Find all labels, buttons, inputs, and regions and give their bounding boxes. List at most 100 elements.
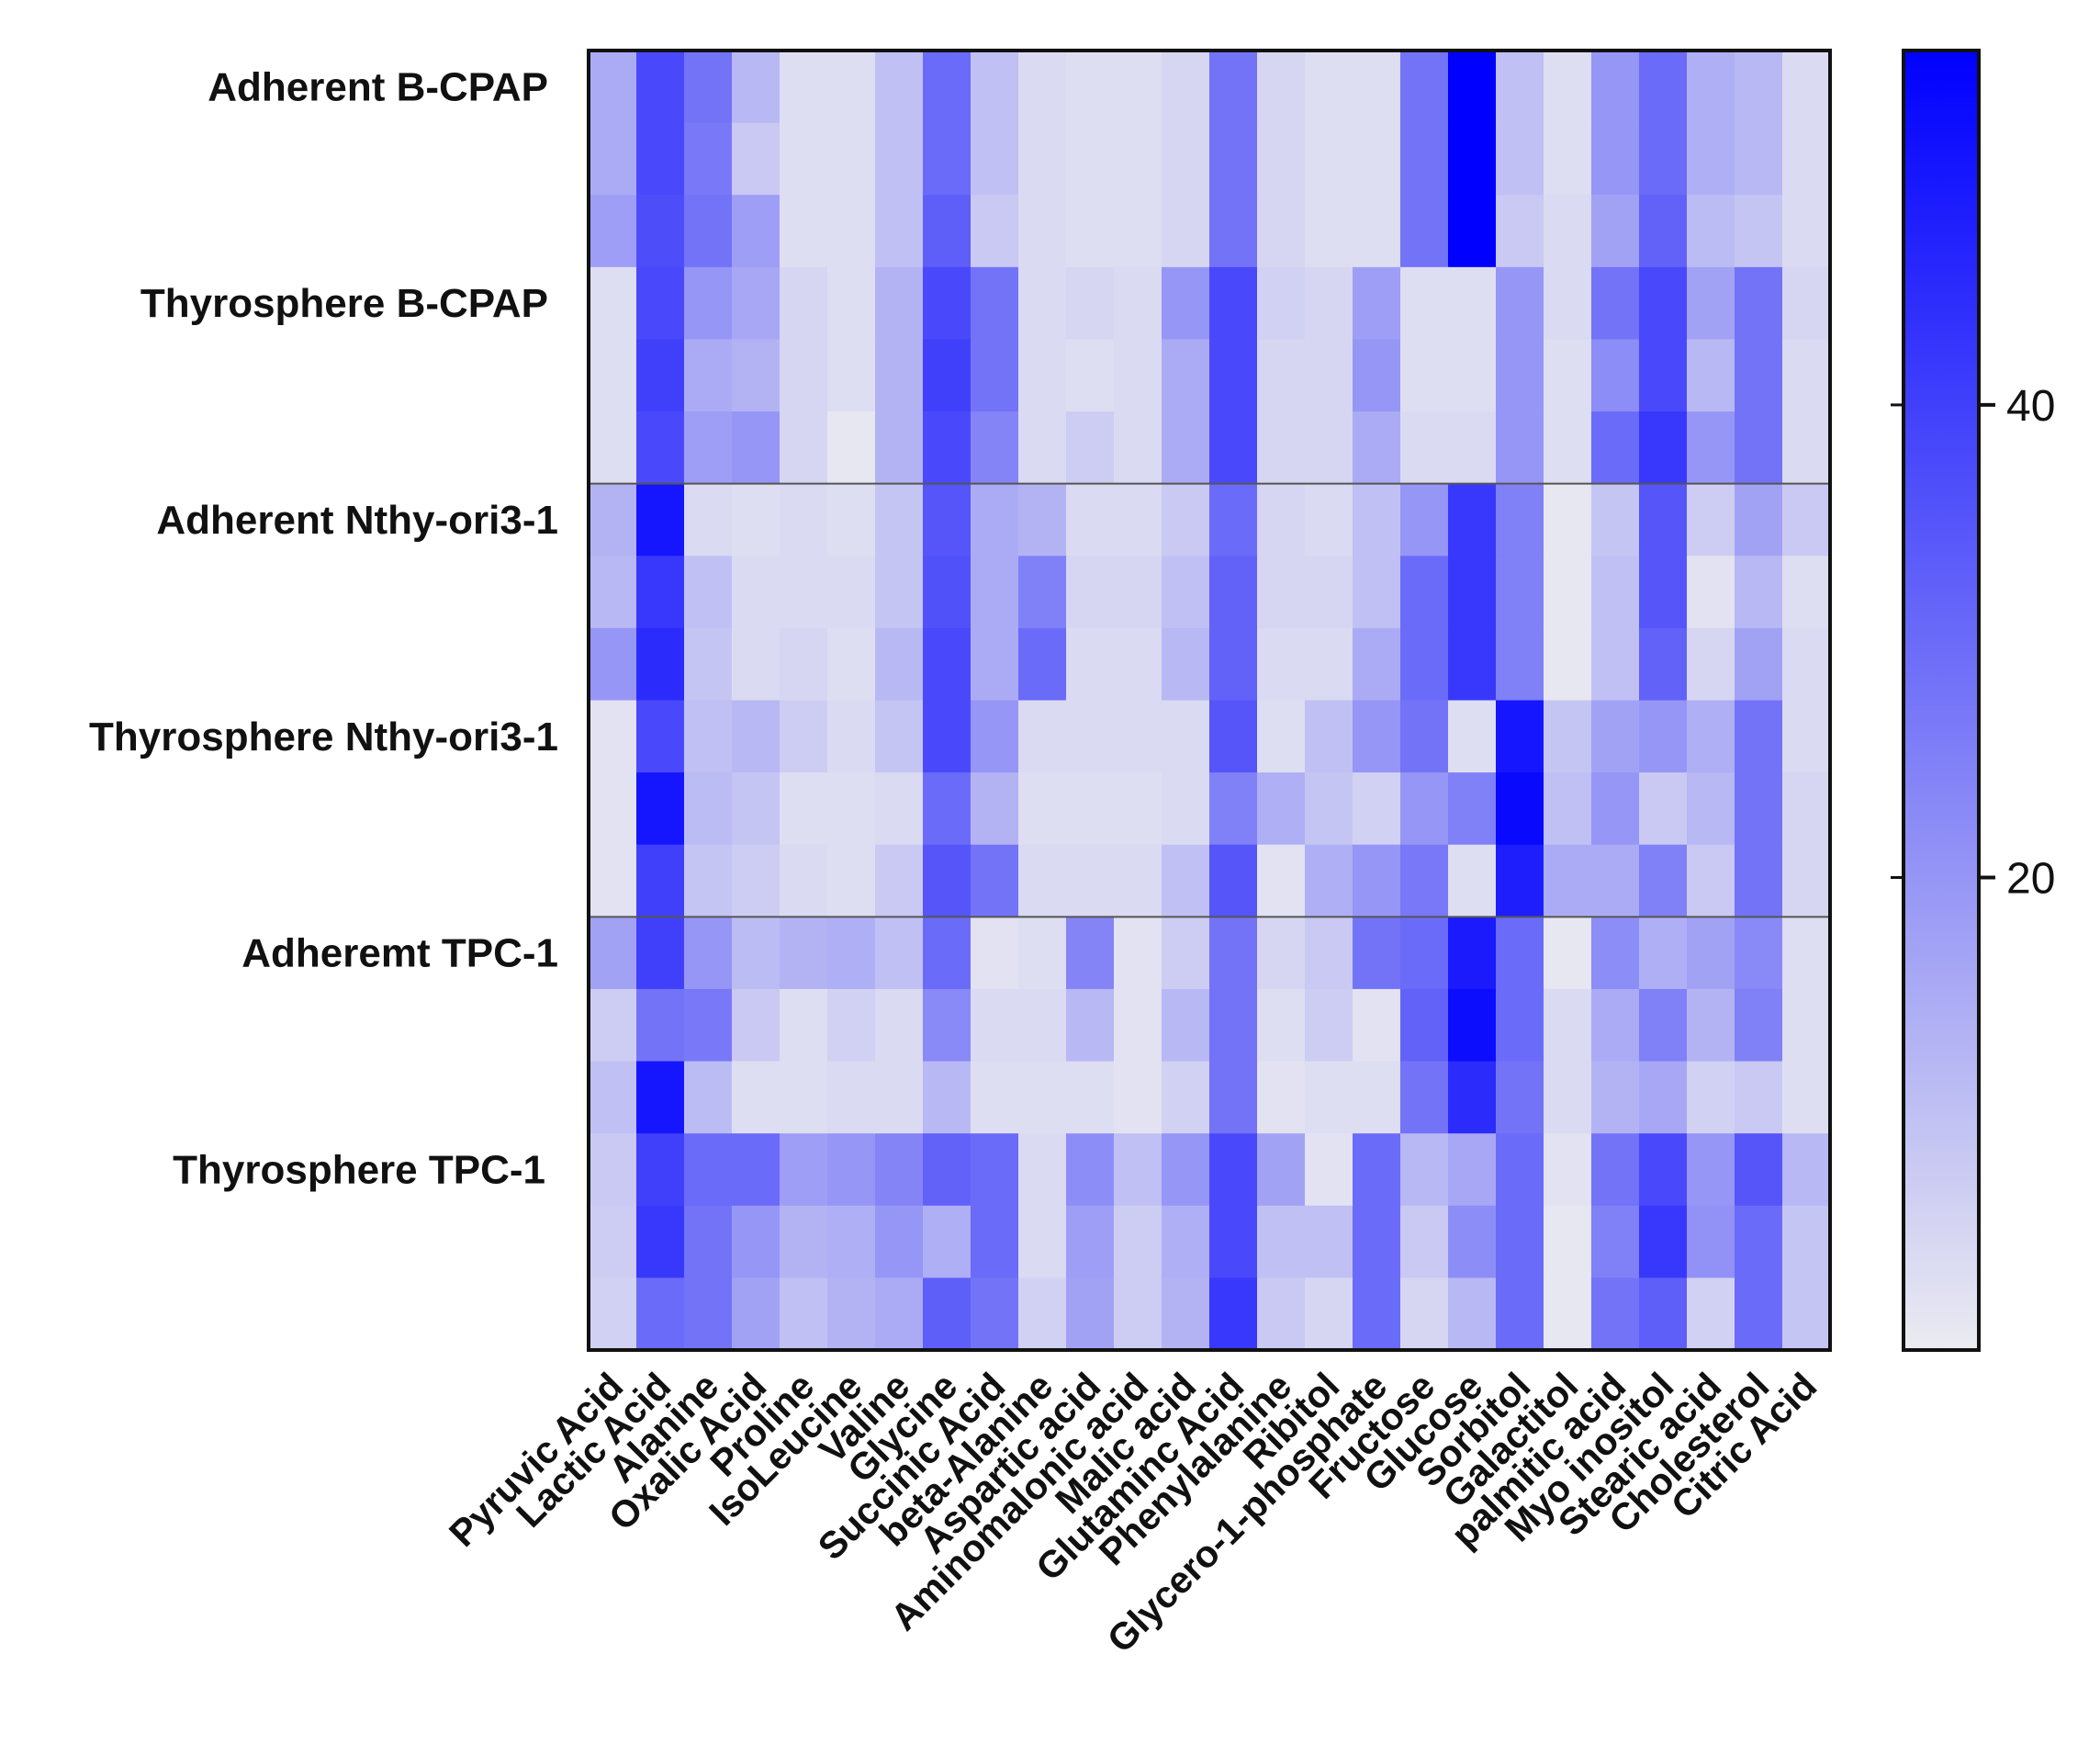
heatmap-cell bbox=[1687, 1277, 1735, 1351]
heatmap-cell bbox=[780, 339, 828, 412]
heatmap-cell bbox=[971, 988, 1019, 1063]
heatmap-cell bbox=[1209, 1061, 1258, 1134]
heatmap-cell bbox=[1400, 411, 1449, 485]
heatmap-cell bbox=[732, 1061, 780, 1134]
heatmap-cell bbox=[1400, 1133, 1449, 1207]
heatmap-cell bbox=[1066, 1277, 1115, 1351]
heatmap-cell bbox=[971, 556, 1019, 629]
heatmap-cell bbox=[827, 1277, 876, 1351]
heatmap-cell bbox=[589, 700, 637, 773]
heatmap-cell bbox=[1353, 1133, 1401, 1207]
heatmap-cell bbox=[1162, 1205, 1210, 1278]
heatmap-cell bbox=[732, 844, 780, 917]
heatmap-cell bbox=[1448, 700, 1497, 773]
heatmap-cell bbox=[1687, 556, 1735, 629]
heatmap-cell bbox=[589, 1133, 637, 1207]
heatmap-cell bbox=[1639, 122, 1688, 196]
heatmap-cell bbox=[1162, 1061, 1210, 1134]
heatmap-cell bbox=[1496, 1277, 1544, 1351]
heatmap-cell bbox=[1305, 411, 1353, 485]
heatmap-cell bbox=[1735, 988, 1783, 1063]
heatmap-cell bbox=[1687, 1133, 1735, 1207]
heatmap-cell bbox=[1496, 411, 1544, 485]
heatmap-cell bbox=[1782, 51, 1831, 124]
heatmap-cell bbox=[1591, 772, 1640, 846]
heatmap-cell bbox=[1735, 556, 1783, 629]
heatmap-cell bbox=[1162, 844, 1210, 917]
heatmap-cell bbox=[1162, 195, 1210, 268]
heatmap-cell bbox=[1114, 988, 1162, 1063]
heatmap-cell bbox=[636, 266, 685, 341]
heatmap-cell bbox=[827, 627, 876, 702]
heatmap-cell bbox=[1400, 988, 1449, 1063]
heatmap-cell bbox=[827, 483, 876, 557]
heatmap-cell bbox=[827, 122, 876, 196]
heatmap-cell bbox=[1400, 122, 1449, 196]
heatmap-cell bbox=[1114, 700, 1162, 773]
heatmap-cell bbox=[1639, 988, 1688, 1063]
heatmap-cell bbox=[1257, 772, 1306, 846]
heatmap-cell bbox=[732, 266, 780, 341]
heatmap-cell bbox=[1018, 988, 1067, 1063]
heatmap-cell bbox=[1687, 483, 1735, 557]
heatmap-cell bbox=[780, 772, 828, 846]
heatmap-cell bbox=[1400, 556, 1449, 629]
heatmap-cell bbox=[1591, 51, 1640, 124]
heatmap-cell bbox=[684, 556, 733, 629]
heatmap-cell bbox=[875, 51, 924, 124]
heatmap-cell bbox=[589, 339, 637, 412]
heatmap-cell bbox=[732, 772, 780, 846]
heatmap-cell bbox=[1209, 917, 1258, 990]
heatmap-cell bbox=[732, 51, 780, 124]
heatmap-cell bbox=[1782, 411, 1831, 485]
heatmap-cell bbox=[1066, 844, 1115, 917]
heatmap-cell bbox=[1257, 1133, 1306, 1207]
heatmap-cell bbox=[1353, 339, 1401, 412]
heatmap-cell bbox=[1591, 556, 1640, 629]
heatmap-cell bbox=[875, 627, 924, 702]
heatmap-cell bbox=[827, 1205, 876, 1278]
heatmap-cell bbox=[684, 917, 733, 990]
heatmap-cell bbox=[1162, 556, 1210, 629]
heatmap-cell bbox=[1257, 195, 1306, 268]
heatmap-cell bbox=[875, 1061, 924, 1134]
heatmap-cell bbox=[875, 772, 924, 846]
heatmap-cell bbox=[875, 339, 924, 412]
heatmap-cell bbox=[1305, 844, 1353, 917]
heatmap-cell bbox=[1018, 1205, 1067, 1278]
heatmap-cell bbox=[1209, 339, 1258, 412]
heatmap-cell bbox=[636, 556, 685, 629]
heatmap-cell bbox=[636, 700, 685, 773]
heatmap-cell bbox=[732, 122, 780, 196]
heatmap-cell bbox=[1209, 988, 1258, 1063]
heatmap-cell bbox=[827, 772, 876, 846]
heatmap-cell bbox=[1353, 122, 1401, 196]
heatmap-cell bbox=[1353, 483, 1401, 557]
heatmap-cell bbox=[1782, 1133, 1831, 1207]
heatmap-cell bbox=[1687, 917, 1735, 990]
heatmap-cell bbox=[1591, 988, 1640, 1063]
heatmap-cell bbox=[1687, 988, 1735, 1063]
heatmap-cell bbox=[1591, 483, 1640, 557]
heatmap-cell bbox=[1018, 1061, 1067, 1134]
heatmap-cell bbox=[636, 844, 685, 917]
heatmap-cell bbox=[875, 483, 924, 557]
heatmap-cell bbox=[875, 1133, 924, 1207]
heatmap-cell bbox=[780, 195, 828, 268]
heatmap-cell bbox=[1209, 266, 1258, 341]
heatmap-cell bbox=[684, 122, 733, 196]
heatmap-cell bbox=[1114, 122, 1162, 196]
heatmap-cell bbox=[636, 195, 685, 268]
heatmap-cell bbox=[1591, 266, 1640, 341]
heatmap-cell bbox=[1257, 988, 1306, 1063]
heatmap-cell bbox=[1353, 195, 1401, 268]
heatmap-cell bbox=[1735, 1205, 1783, 1278]
heatmap-cell bbox=[1735, 917, 1783, 990]
heatmap-cell bbox=[1209, 411, 1258, 485]
heatmap-cell bbox=[1400, 627, 1449, 702]
heatmap-cell bbox=[636, 627, 685, 702]
heatmap-cell bbox=[875, 1205, 924, 1278]
heatmap-cell bbox=[636, 51, 685, 124]
